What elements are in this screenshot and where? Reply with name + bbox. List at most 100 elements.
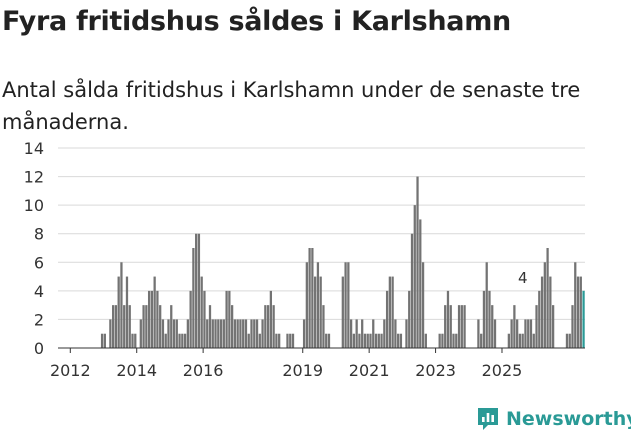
bar [385, 290, 389, 348]
x-tick-label: 2012 [50, 361, 91, 380]
bar [120, 262, 123, 348]
bar [291, 333, 295, 348]
bar [250, 319, 253, 348]
bar [449, 305, 452, 348]
bar [452, 333, 455, 348]
bar [308, 248, 311, 348]
bar [546, 248, 549, 348]
bar [383, 319, 386, 348]
bar [183, 333, 187, 348]
bar [178, 333, 181, 348]
bar [344, 262, 347, 348]
bar [181, 333, 184, 348]
page-title: Fyra fritidshus såldes i Karlshamn [2, 6, 511, 37]
bar [463, 305, 466, 348]
bar [493, 319, 497, 348]
bar [524, 319, 527, 348]
bar [391, 276, 394, 348]
chart-subtitle: Antal sålda fritidshus i Karlshamn under… [2, 78, 581, 134]
bar [446, 290, 450, 348]
bar [125, 276, 129, 348]
newsworthy-logo-icon [478, 408, 498, 430]
bar [421, 262, 425, 348]
bar [269, 290, 273, 348]
bar [543, 262, 546, 348]
bar [275, 333, 278, 348]
bar [147, 290, 151, 348]
bar [186, 319, 189, 348]
bar [128, 305, 131, 348]
bar [266, 305, 270, 348]
bar [327, 333, 331, 348]
x-tick-label: 2014 [116, 361, 157, 380]
bar [399, 333, 403, 348]
bar [582, 290, 585, 348]
y-tick-label: 10 [24, 196, 44, 215]
bar [142, 305, 145, 348]
y-tick-label: 12 [24, 168, 44, 187]
gridlines [58, 147, 585, 320]
bar [377, 333, 380, 348]
bar [153, 276, 156, 348]
bar [208, 305, 212, 348]
bar [145, 305, 148, 348]
bar [286, 333, 289, 348]
bar [574, 262, 577, 348]
bar [211, 319, 214, 348]
bar [203, 290, 206, 348]
bars [100, 176, 585, 348]
bar [510, 319, 513, 348]
bar [405, 319, 408, 348]
bar [325, 333, 328, 348]
bar [114, 305, 118, 348]
bar [374, 333, 378, 348]
bar [394, 319, 397, 348]
bar [413, 205, 416, 348]
bar [164, 333, 167, 348]
brand[interactable]: Newsworthy [476, 406, 631, 432]
bar [352, 333, 356, 348]
bar [222, 319, 225, 348]
bar [491, 305, 494, 348]
bar [347, 262, 350, 348]
bar [253, 319, 256, 348]
bar [538, 290, 541, 348]
brand-name: Newsworthy [506, 408, 631, 430]
labels: 0 2 4 6 8 10 12 14 2012 2014 2016 2019 2021 2023 2025 4 [24, 139, 528, 380]
bar [408, 290, 411, 348]
axes [58, 347, 585, 353]
bar [172, 319, 176, 348]
bar [438, 333, 441, 348]
y-tick-label: 8 [34, 225, 44, 244]
bar [355, 319, 358, 348]
bar [372, 319, 375, 348]
bar [228, 290, 231, 348]
bar [521, 333, 524, 348]
bar [150, 290, 154, 348]
data-label: 4 [518, 269, 528, 287]
bar [532, 333, 535, 348]
bar [529, 319, 533, 348]
bar [217, 319, 220, 348]
bar [167, 319, 170, 348]
bar [314, 276, 317, 348]
bar [206, 319, 209, 348]
bar [200, 276, 203, 348]
bar [341, 276, 344, 348]
bar [551, 305, 555, 348]
y-tick-label: 0 [34, 339, 44, 358]
bar [358, 333, 361, 348]
bar [230, 305, 234, 348]
bar [247, 333, 250, 348]
x-tick-label: 2025 [482, 361, 523, 380]
bar [117, 276, 120, 348]
bar [131, 333, 134, 348]
bar [380, 333, 383, 348]
bar [576, 276, 580, 348]
y-tick-label: 6 [34, 253, 44, 272]
bar [244, 319, 248, 348]
bar [139, 319, 142, 348]
x-tick-label: 2019 [282, 361, 323, 380]
bar [192, 248, 195, 348]
bar [416, 176, 419, 348]
